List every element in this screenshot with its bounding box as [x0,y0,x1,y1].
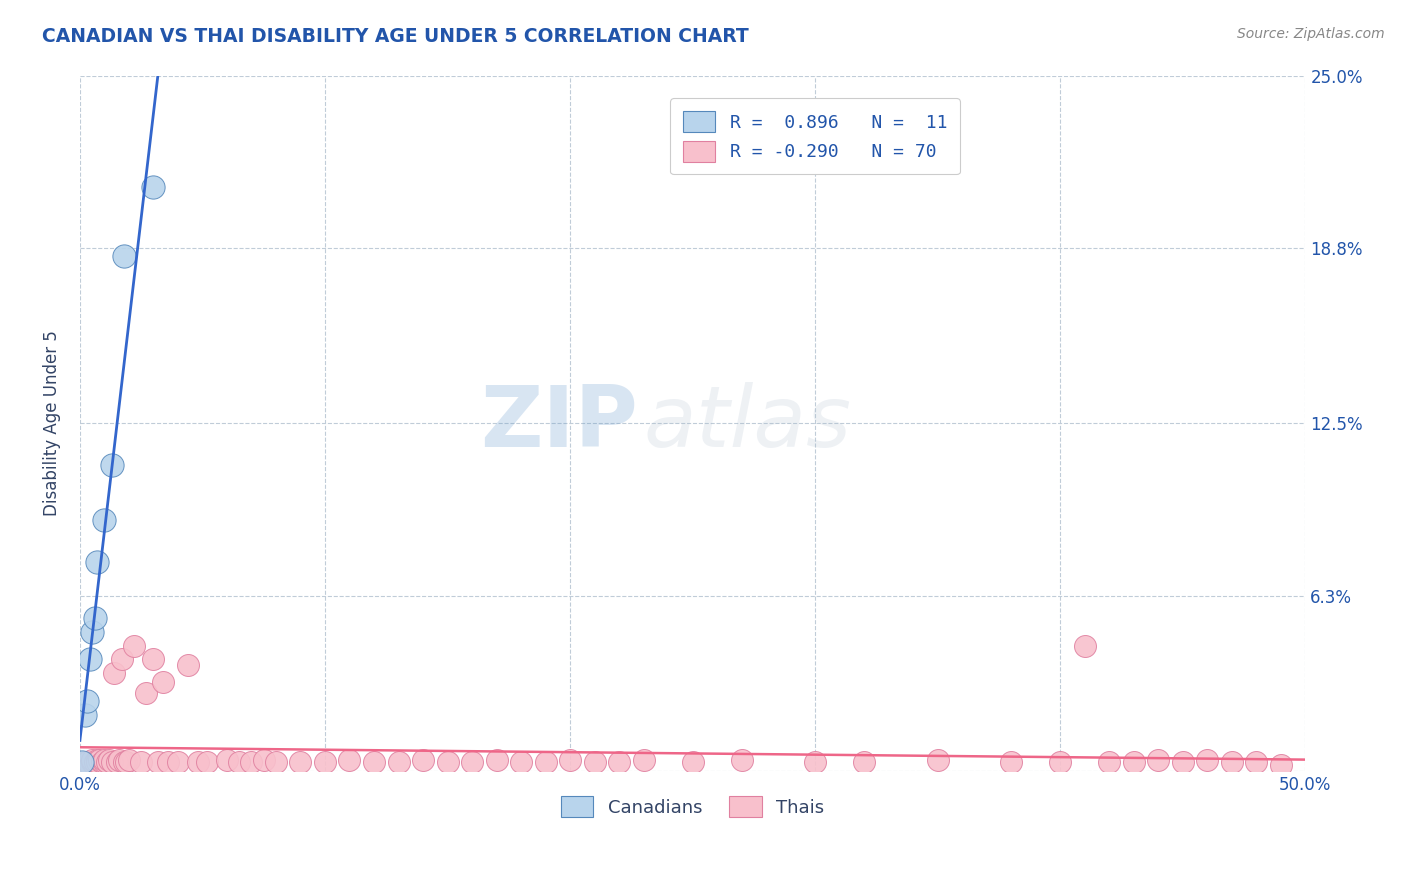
Point [93,756,115,770]
Point [83,611,105,625]
Point [387,756,409,770]
Text: atlas: atlas [644,382,852,465]
Point [112,756,135,770]
Point [79,758,101,772]
Point [76,756,98,770]
Point [157,756,180,770]
Point [89,753,111,767]
Point [1122,756,1144,770]
Point [167,756,190,770]
Point [105,756,128,770]
Point [1270,758,1292,772]
Point [583,756,606,770]
Point [82,753,104,767]
Point [122,639,145,653]
Y-axis label: Disability Age Under 5: Disability Age Under 5 [44,330,60,516]
Point [186,756,208,770]
Point [86,555,108,569]
Point [1246,756,1268,770]
Point [82,756,104,770]
Point [436,756,458,770]
Point [142,179,165,194]
Point [72,758,94,772]
Point [1147,753,1170,767]
Point [1000,756,1022,770]
Point [412,753,434,767]
Point [461,756,484,770]
Point [86,753,108,767]
Point [86,756,108,770]
Point [93,513,115,527]
Point [804,756,827,770]
Point [93,753,115,767]
Point [682,756,704,770]
Point [534,756,557,770]
Point [730,753,752,767]
Point [1049,756,1071,770]
Text: ZIP: ZIP [479,382,637,465]
Point [73,756,96,770]
Point [240,756,263,770]
Point [264,756,287,770]
Point [314,756,336,770]
Point [100,756,122,770]
Point [79,652,101,666]
Point [142,652,165,666]
Point [1074,639,1097,653]
Point [177,658,200,673]
Point [633,753,655,767]
Point [195,756,218,770]
Point [1220,756,1243,770]
Text: CANADIAN VS THAI DISABILITY AGE UNDER 5 CORRELATION CHART: CANADIAN VS THAI DISABILITY AGE UNDER 5 … [42,27,749,45]
Point [1171,756,1194,770]
Point [103,666,125,681]
Point [112,249,135,263]
Point [510,756,533,770]
Point [110,652,132,666]
Point [152,674,174,689]
Point [558,753,581,767]
Point [96,756,118,770]
Point [129,756,152,770]
Point [100,458,122,472]
Point [83,756,105,770]
Point [76,694,98,708]
Point [290,756,312,770]
Point [927,753,949,767]
Legend: Canadians, Thais: Canadians, Thais [554,789,832,824]
Point [485,753,508,767]
Point [108,753,131,767]
Point [363,756,385,770]
Point [118,753,141,767]
Point [228,756,250,770]
Point [148,756,170,770]
Point [82,624,104,639]
Point [73,708,96,723]
Point [1098,756,1121,770]
Point [853,756,876,770]
Point [90,756,112,770]
Text: Source: ZipAtlas.com: Source: ZipAtlas.com [1237,27,1385,41]
Point [98,753,121,767]
Point [607,756,630,770]
Point [1197,753,1219,767]
Point [215,753,238,767]
Point [115,756,138,770]
Point [72,756,94,770]
Point [339,753,361,767]
Point [135,686,157,700]
Point [253,753,276,767]
